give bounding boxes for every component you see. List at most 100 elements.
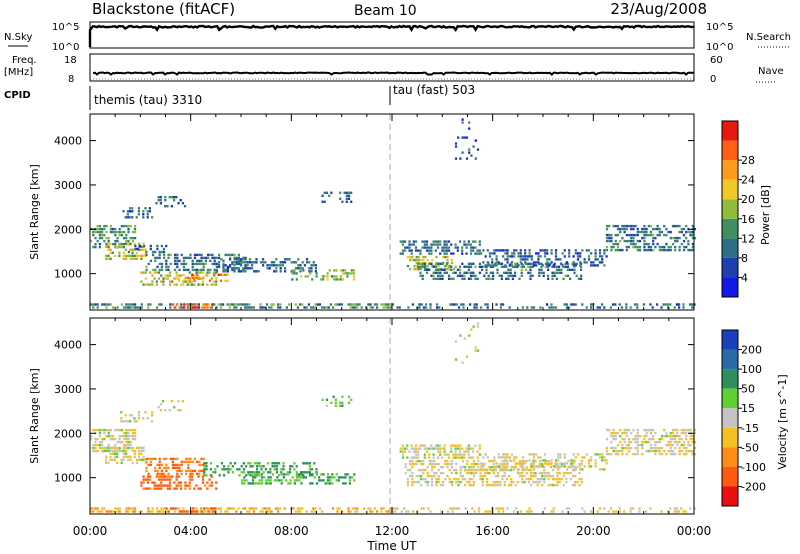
data-cell [198,259,201,263]
data-cell [549,474,552,478]
data-cell [532,456,536,459]
data-cell [689,449,692,453]
data-cell [556,462,559,466]
data-cell [454,271,457,274]
data-cell [436,243,440,246]
data-cell [554,483,557,487]
data-cell [468,151,471,154]
data-cell [129,224,132,228]
data-cell [96,428,99,432]
data-cell [425,306,428,309]
data-cell [675,510,678,513]
data-cell [179,199,182,202]
data-cell [196,306,199,309]
data-cell [129,303,132,306]
data-cell [215,306,218,309]
data-cell [237,256,240,260]
data-cell [528,252,531,255]
data-cell [685,452,688,456]
data-cell [542,274,545,277]
data-cell [461,477,464,481]
data-cell [223,465,226,468]
data-cell [682,248,686,252]
data-cell [608,452,611,456]
data-cell [415,258,418,262]
data-cell [182,507,185,510]
data-cell [492,265,495,268]
data-cell [120,458,123,461]
data-cell [574,303,577,306]
data-cell [142,283,145,286]
data-cell [563,453,566,456]
data-cell [475,303,478,306]
data-cell [652,236,655,240]
data-cell [439,453,442,456]
data-cell [180,472,183,476]
data-cell [649,230,653,234]
data-cell [165,259,168,263]
data-cell [455,468,458,472]
data-cell [332,306,335,309]
data-cell [242,258,245,261]
data-cell [596,510,599,513]
data-cell [461,465,464,469]
data-cell [335,269,338,272]
data-cell [577,277,580,280]
data-cell [544,265,547,268]
data-cell [214,471,217,474]
data-cell [226,267,229,270]
data-cell [240,270,243,273]
data-cell [447,456,451,459]
data-cell [439,450,442,453]
data-cell [135,251,139,254]
data-cell [277,264,280,267]
colorbar-swatch [722,179,738,200]
data-cell [269,482,272,485]
data-cell [351,476,354,479]
data-cell [417,267,420,271]
data-cell [502,465,505,468]
data-cell [158,460,161,464]
data-cell [647,248,650,252]
data-cell [157,484,161,487]
nsky-panel: N.Sky 10^5 10^0 10^5 10^0 N.Search [4,21,791,53]
data-cell [223,468,226,471]
data-cell [96,306,99,309]
data-cell [530,471,533,475]
data-cell [125,306,128,309]
data-cell [149,283,152,286]
data-cell [649,224,653,228]
data-cell [224,279,227,282]
data-cell [517,468,520,471]
data-cell [154,469,157,473]
data-cell [590,456,593,459]
data-cell [384,510,387,513]
data-cell [528,249,531,252]
data-cell [133,242,136,245]
data-cell [170,196,173,199]
data-cell [182,262,185,266]
data-cell [466,468,469,472]
data-cell [185,472,188,476]
data-cell [495,264,498,267]
data-cell [156,306,159,309]
data-cell [439,240,442,243]
data-cell [105,446,108,449]
data-cell [682,233,686,237]
data-cell [502,453,505,456]
data-cell [467,268,470,271]
data-cell [401,444,404,447]
data-cell [295,267,298,270]
data-cell [127,224,130,228]
data-cell [140,484,143,487]
data-cell [127,455,130,458]
data-cell [556,471,559,475]
data-cell [625,452,628,456]
data-cell [501,462,504,466]
data-cell [259,306,262,309]
data-cell [475,306,478,309]
data-cell [472,262,475,265]
data-cell [605,459,608,462]
data-cell [301,261,304,264]
data-cell [113,458,117,461]
